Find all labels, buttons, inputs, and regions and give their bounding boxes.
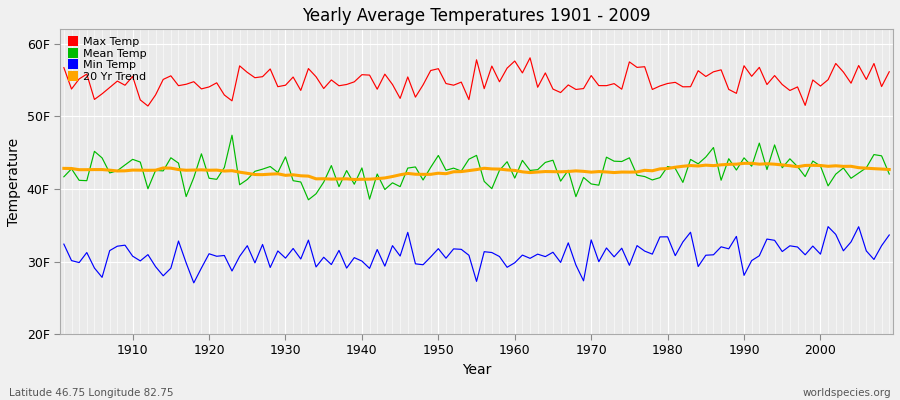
Text: Latitude 46.75 Longitude 82.75: Latitude 46.75 Longitude 82.75 [9,388,174,398]
Text: worldspecies.org: worldspecies.org [803,388,891,398]
Legend: Max Temp, Mean Temp, Min Temp, 20 Yr Trend: Max Temp, Mean Temp, Min Temp, 20 Yr Tre… [66,35,149,84]
Y-axis label: Temperature: Temperature [7,138,21,226]
Title: Yearly Average Temperatures 1901 - 2009: Yearly Average Temperatures 1901 - 2009 [302,7,651,25]
X-axis label: Year: Year [462,363,491,377]
